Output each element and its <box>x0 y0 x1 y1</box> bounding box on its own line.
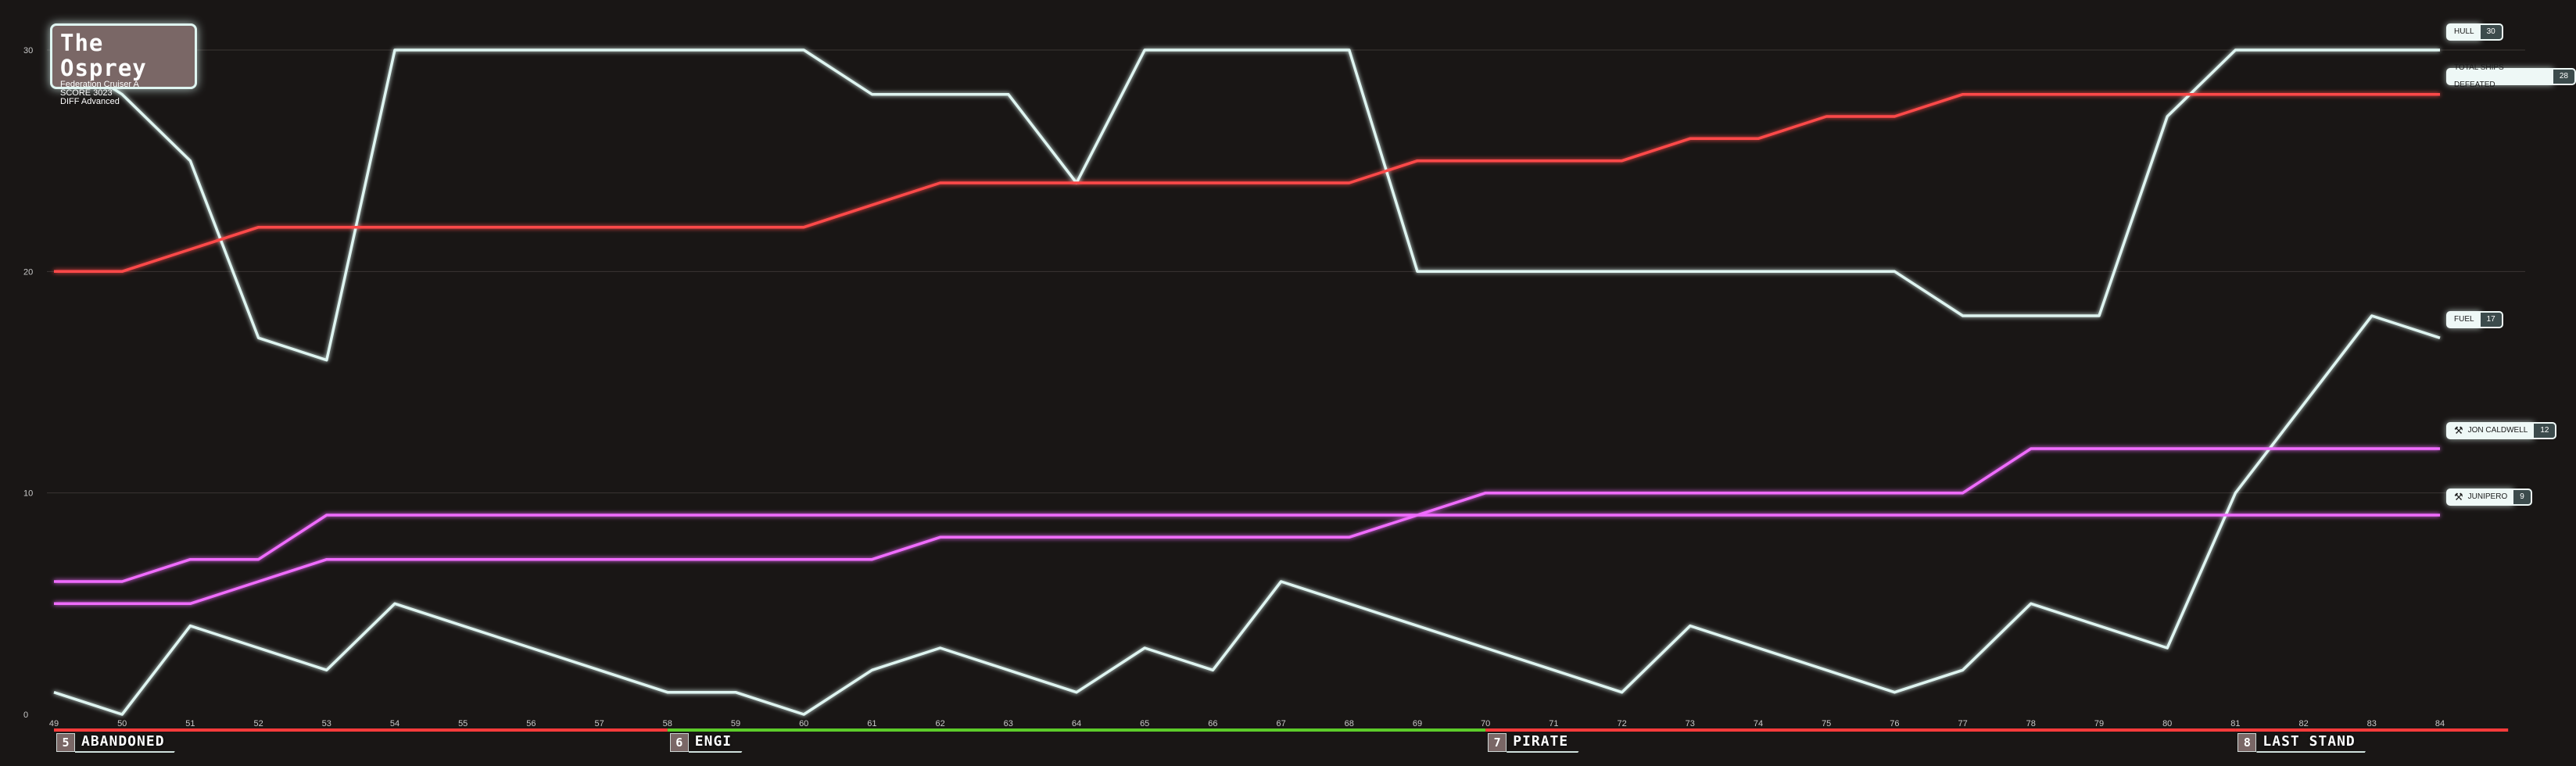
ship-score: SCORE 3023 <box>60 88 113 98</box>
series-value: 30 <box>2478 23 2503 41</box>
x-tick-label: 57 <box>594 719 604 728</box>
wrench-icon: ⚒ <box>2454 491 2463 503</box>
series-line <box>53 48 2440 362</box>
x-tick-label: 76 <box>1890 719 1899 728</box>
y-tick-label: 10 <box>23 489 33 499</box>
series-end-label: HULL 30 <box>2446 23 2503 41</box>
sector-bars <box>54 728 2509 732</box>
series-value: 9 <box>2512 489 2532 506</box>
sector-number: 8 <box>2237 733 2257 752</box>
x-tick-label: 58 <box>663 719 672 728</box>
series-line <box>54 92 2440 274</box>
y-tick-label: 30 <box>23 46 33 55</box>
x-tick-label: 83 <box>2367 719 2377 728</box>
series-name: HULL <box>2454 27 2474 36</box>
x-tick-label: 61 <box>867 719 876 728</box>
x-tick-label: 53 <box>322 719 331 728</box>
series-name-label: ⚒ JON CALDWELL <box>2446 422 2535 439</box>
x-tick-label: 54 <box>390 719 399 728</box>
series-name: JON CALDWELL <box>2467 426 2528 435</box>
series-end-label: ⚒ JUNIPERO 9 <box>2446 489 2532 506</box>
x-tick-label: 73 <box>1686 719 1695 728</box>
series-value: 17 <box>2478 311 2503 329</box>
series-value: 12 <box>2532 422 2557 439</box>
series-name-label: TOTAL SHIPS DEFEATED <box>2446 63 2553 89</box>
x-tick-label: 79 <box>2094 719 2104 728</box>
sector-label: 8 LAST STAND <box>2237 733 2377 752</box>
sector-name: ENGI <box>689 732 754 753</box>
y-axis-ticks: 0 10 20 30 <box>23 46 33 720</box>
x-tick-label: 68 <box>1345 719 1354 728</box>
sector-bar <box>1485 728 2236 732</box>
series-line <box>54 447 2440 583</box>
x-tick-label: 60 <box>799 719 808 728</box>
x-tick-label: 69 <box>1413 719 1422 728</box>
series-line <box>54 514 2440 606</box>
ship-info-card: The Osprey Federation Cruiser A SCORE 30… <box>50 23 197 106</box>
x-tick-label: 65 <box>1140 719 1149 728</box>
x-tick-label: 55 <box>458 719 468 728</box>
x-tick-label: 81 <box>2230 719 2240 728</box>
x-tick-label: 80 <box>2162 719 2172 728</box>
x-tick-label: 63 <box>1004 719 1013 728</box>
series-name-label: FUEL <box>2446 311 2481 329</box>
sector-label: 5 ABANDONED <box>56 733 187 752</box>
series-end-label: TOTAL SHIPS DEFEATED 28 <box>2446 63 2576 89</box>
x-tick-label: 50 <box>117 719 127 728</box>
ship-difficulty: DIFF Advanced <box>60 97 120 106</box>
sector-label: 6 ENGI <box>669 732 754 753</box>
x-tick-label: 75 <box>1822 719 1831 728</box>
x-tick-label: 51 <box>185 719 195 728</box>
x-tick-label: 64 <box>1072 719 1081 728</box>
y-tick-label: 20 <box>23 267 33 277</box>
series-line <box>53 314 2441 716</box>
x-tick-label: 84 <box>2435 719 2445 728</box>
x-tick-label: 77 <box>1958 719 1967 728</box>
ship-class: Federation Cruiser A <box>60 80 139 89</box>
sector-name: ABANDONED <box>75 732 187 753</box>
x-tick-label: 56 <box>526 719 536 728</box>
series-end-label: ⚒ JON CALDWELL 12 <box>2446 422 2557 439</box>
x-tick-label: 52 <box>253 719 263 728</box>
sector-bar <box>667 728 1486 732</box>
series-name: TOTAL SHIPS DEFEATED <box>2454 63 2504 89</box>
x-tick-label: 71 <box>1549 719 1558 728</box>
x-tick-label: 70 <box>1481 719 1490 728</box>
sector-number: 6 <box>669 733 689 752</box>
x-axis-ticks: 49 50 51 52 53 54 55 56 57 58 59 60 61 62 63 64 65 66 67 68… <box>49 719 2445 728</box>
sector-bar <box>2235 728 2509 732</box>
sector-name: PIRATE <box>1507 732 1590 753</box>
x-tick-label: 59 <box>731 719 740 728</box>
x-tick-label: 74 <box>1754 719 1763 728</box>
sector-number: 7 <box>1488 733 1507 752</box>
sector-bar <box>54 728 668 732</box>
series-name: JUNIPERO <box>2467 492 2508 501</box>
x-tick-label: 67 <box>1276 719 1285 728</box>
series-name-label: HULL <box>2446 23 2481 41</box>
sector-name: LAST STAND <box>2256 732 2377 753</box>
series-value: 28 <box>2551 67 2576 85</box>
grid-lines <box>47 49 2525 494</box>
series-lines <box>53 48 2441 716</box>
x-tick-label: 49 <box>49 719 59 728</box>
series-name: FUEL <box>2454 315 2474 324</box>
x-tick-label: 62 <box>935 719 944 728</box>
wrench-icon: ⚒ <box>2454 424 2463 436</box>
sector-label: 7 PIRATE <box>1488 733 1590 752</box>
series-end-label: FUEL 17 <box>2446 311 2503 329</box>
sector-number: 5 <box>56 733 75 752</box>
x-tick-label: 78 <box>2026 719 2036 728</box>
y-tick-label: 0 <box>23 711 28 720</box>
x-tick-label: 72 <box>1617 719 1626 728</box>
x-tick-label: 66 <box>1208 719 1217 728</box>
series-name-label: ⚒ JUNIPERO <box>2446 489 2514 506</box>
ship-name: The Osprey <box>60 30 147 81</box>
x-tick-label: 82 <box>2298 719 2308 728</box>
